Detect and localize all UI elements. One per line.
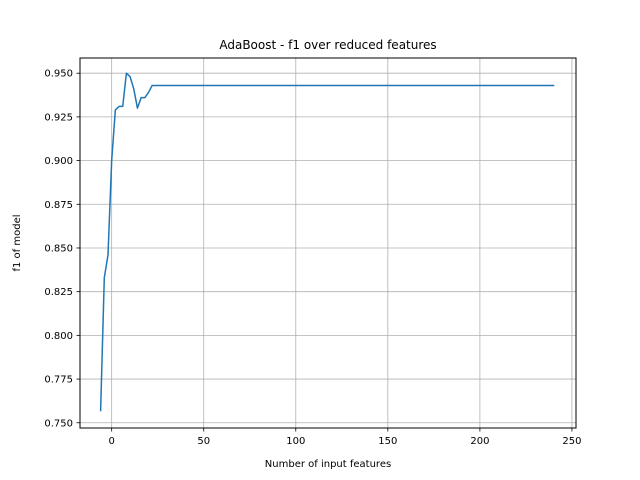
x-tick-label: 0 [108, 436, 114, 447]
series-line [99, 72, 555, 412]
grid [80, 58, 576, 428]
y-tick-label: 0.950 [44, 69, 73, 80]
y-tick-label: 0.800 [44, 331, 73, 342]
chart-title: AdaBoost - f1 over reduced features [219, 38, 436, 52]
y-tick-label: 0.925 [44, 112, 73, 123]
x-tick-label: 250 [562, 436, 581, 447]
ticks: 0 50 100 150 200 250 0.750 0.775 0.800 0.825 0.850… [44, 69, 581, 447]
series-layer [99, 72, 555, 412]
y-axis-label: f1 of model [12, 214, 23, 271]
x-tick-label: 50 [197, 436, 210, 447]
y-tick-label: 0.850 [44, 243, 73, 254]
plot-area [80, 58, 576, 428]
x-tick-label: 200 [470, 436, 489, 447]
plot-frame [79, 57, 577, 429]
y-tick-label: 0.750 [44, 418, 73, 429]
x-axis-label: Number of input features [265, 459, 391, 470]
y-tick-label: 0.775 [44, 375, 73, 386]
y-tick-label: 0.825 [44, 287, 73, 298]
y-tick-label: 0.900 [44, 156, 73, 167]
y-tick-label: 0.875 [44, 200, 73, 211]
x-tick-label: 100 [286, 436, 305, 447]
x-tick-label: 150 [378, 436, 397, 447]
